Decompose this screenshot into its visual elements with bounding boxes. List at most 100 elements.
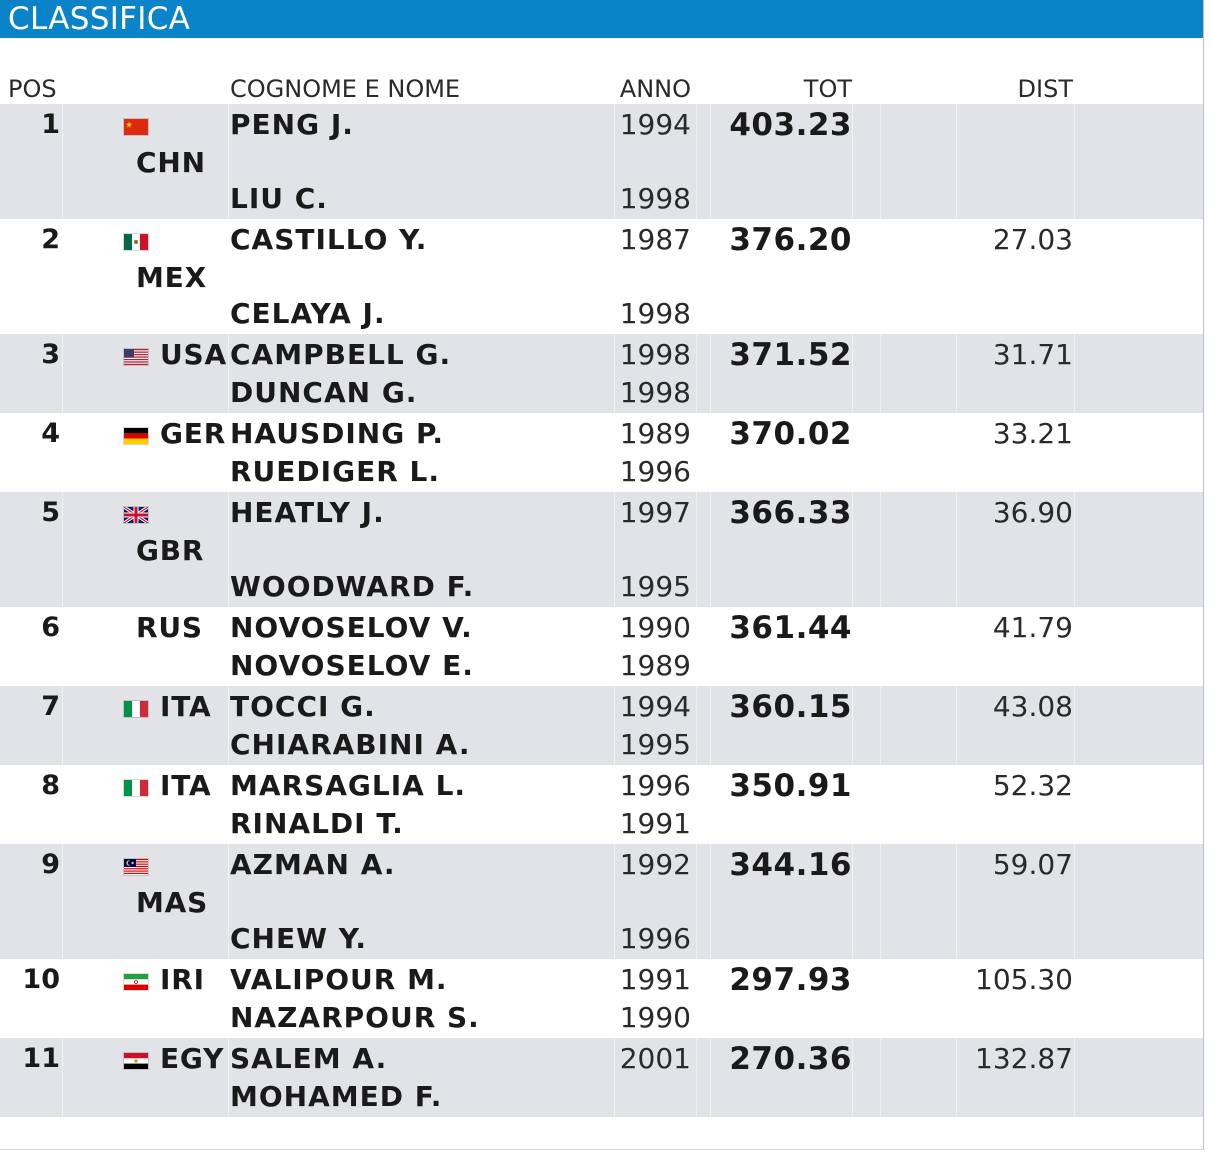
column-divider [880,1038,881,1117]
column-divider [228,104,229,219]
column-divider [956,413,957,492]
column-divider [62,413,63,492]
flag-mexico-icon [124,234,148,250]
flag-italy-icon [124,780,148,796]
athlete-name: HAUSDING P. [230,417,444,450]
birth-year: 1991 [619,963,691,996]
athlete-name: SALEM A. [230,1042,388,1075]
table-row: 10 IRI VALIPOUR M. NAZARPOUR S. 1991 1990 297.… [0,959,1204,1038]
column-divider [696,492,697,607]
column-divider [62,686,63,765]
table-row: 2 MEX CASTILLO Y. CELAYA J. 1987 1998 376.20 27… [0,219,1204,334]
column-headers: POS COGNOME E NOME ANNO TOT DIST [0,70,1204,104]
birth-year: 1987 [619,223,691,256]
column-divider [1074,844,1075,959]
athlete-name: RINALDI T. [230,807,404,840]
column-divider [228,219,229,334]
rank-position: 8 [41,770,60,801]
birth-year: 1996 [619,455,691,488]
total-score: 360.15 [729,689,852,725]
column-divider [62,492,63,607]
nation-code: RUS [136,611,203,644]
column-divider [852,959,853,1038]
column-divider [852,607,853,686]
table-row: 11 EGY SALEM A. MOHAMED F. 2001 270.36 132.87 [0,1038,1204,1117]
column-divider [62,959,63,1038]
athlete-name: NOVOSELOV V. [230,611,473,644]
birth-year: 1998 [619,376,691,409]
athlete-name: MARSAGLIA L. [230,769,467,802]
column-divider [614,765,615,844]
birth-year: 1990 [619,1001,691,1034]
header-bar: CLASSIFICA [0,0,1204,38]
athlete-name: VALIPOUR M. [230,963,448,996]
birth-year: 1998 [619,297,691,330]
athlete-name: NOVOSELOV E. [230,649,474,682]
nation-code: GBR [136,534,205,567]
birth-year: 1995 [619,570,691,603]
flag-egypt-icon [124,1053,148,1069]
column-divider [62,104,63,219]
column-divider [1074,959,1075,1038]
athlete-name: CAMPBELL G. [230,338,452,371]
rank-position: 11 [22,1043,60,1074]
column-divider [696,334,697,413]
athlete-name: CASTILLO Y. [230,223,428,256]
column-header-name: COGNOME E NOME [230,75,461,103]
column-divider [852,686,853,765]
column-divider [228,334,229,413]
column-divider [228,844,229,959]
gap-to-leader: 33.21 [992,417,1073,450]
rank-position: 7 [41,691,60,722]
athlete-name: LIU C. [230,182,328,215]
gap-to-leader: 31.71 [992,338,1073,371]
column-divider [710,492,711,607]
athlete-name: MOHAMED F. [230,1080,443,1113]
total-score: 376.20 [729,222,852,258]
column-divider [956,765,957,844]
table-row: 6 RUS NOVOSELOV V. NOVOSELOV E. 1990 1989 361.… [0,607,1204,686]
birth-year: 1996 [619,769,691,802]
athlete-name: TOCCI G. [230,690,376,723]
column-divider [1074,413,1075,492]
column-divider [62,334,63,413]
flag-uk-icon [124,507,148,523]
athlete-name: RUEDIGER L. [230,455,440,488]
birth-year: 1989 [619,649,691,682]
rank-position: 6 [41,612,60,643]
flag-malaysia-icon [124,859,148,875]
column-divider [1074,686,1075,765]
athlete-name: WOODWARD F. [230,570,475,603]
table-row: 7 ITA TOCCI G. CHIARABINI A. 1994 1995 360.15 4… [0,686,1204,765]
column-divider [880,413,881,492]
column-divider [62,844,63,959]
column-divider [614,334,615,413]
column-divider [228,1038,229,1117]
total-score: 270.36 [729,1041,852,1077]
column-divider [880,219,881,334]
column-divider [852,492,853,607]
column-divider [956,104,957,219]
gap-to-leader: 132.87 [975,1042,1073,1075]
nation-code: ITA [160,769,212,802]
column-divider [62,607,63,686]
birth-year: 1994 [619,108,691,141]
column-divider [696,219,697,334]
column-divider [852,1038,853,1117]
column-divider [710,686,711,765]
column-divider [710,104,711,219]
column-divider [852,413,853,492]
column-divider [62,219,63,334]
athlete-name: PENG J. [230,108,354,141]
athlete-name: CELAYA J. [230,297,386,330]
table-row: 5 GBR HEATLY J. WOODWARD F. 1997 1995 366.33 36… [0,492,1204,607]
gap-to-leader: 59.07 [992,848,1073,881]
column-divider [852,765,853,844]
gap-to-leader: 43.08 [992,690,1073,723]
flag-italy-icon [124,701,148,717]
total-score: 350.91 [729,768,852,804]
column-divider [1074,765,1075,844]
scroll-edge [1203,0,1204,1150]
column-divider [614,686,615,765]
nation-code: MAS [136,886,209,919]
